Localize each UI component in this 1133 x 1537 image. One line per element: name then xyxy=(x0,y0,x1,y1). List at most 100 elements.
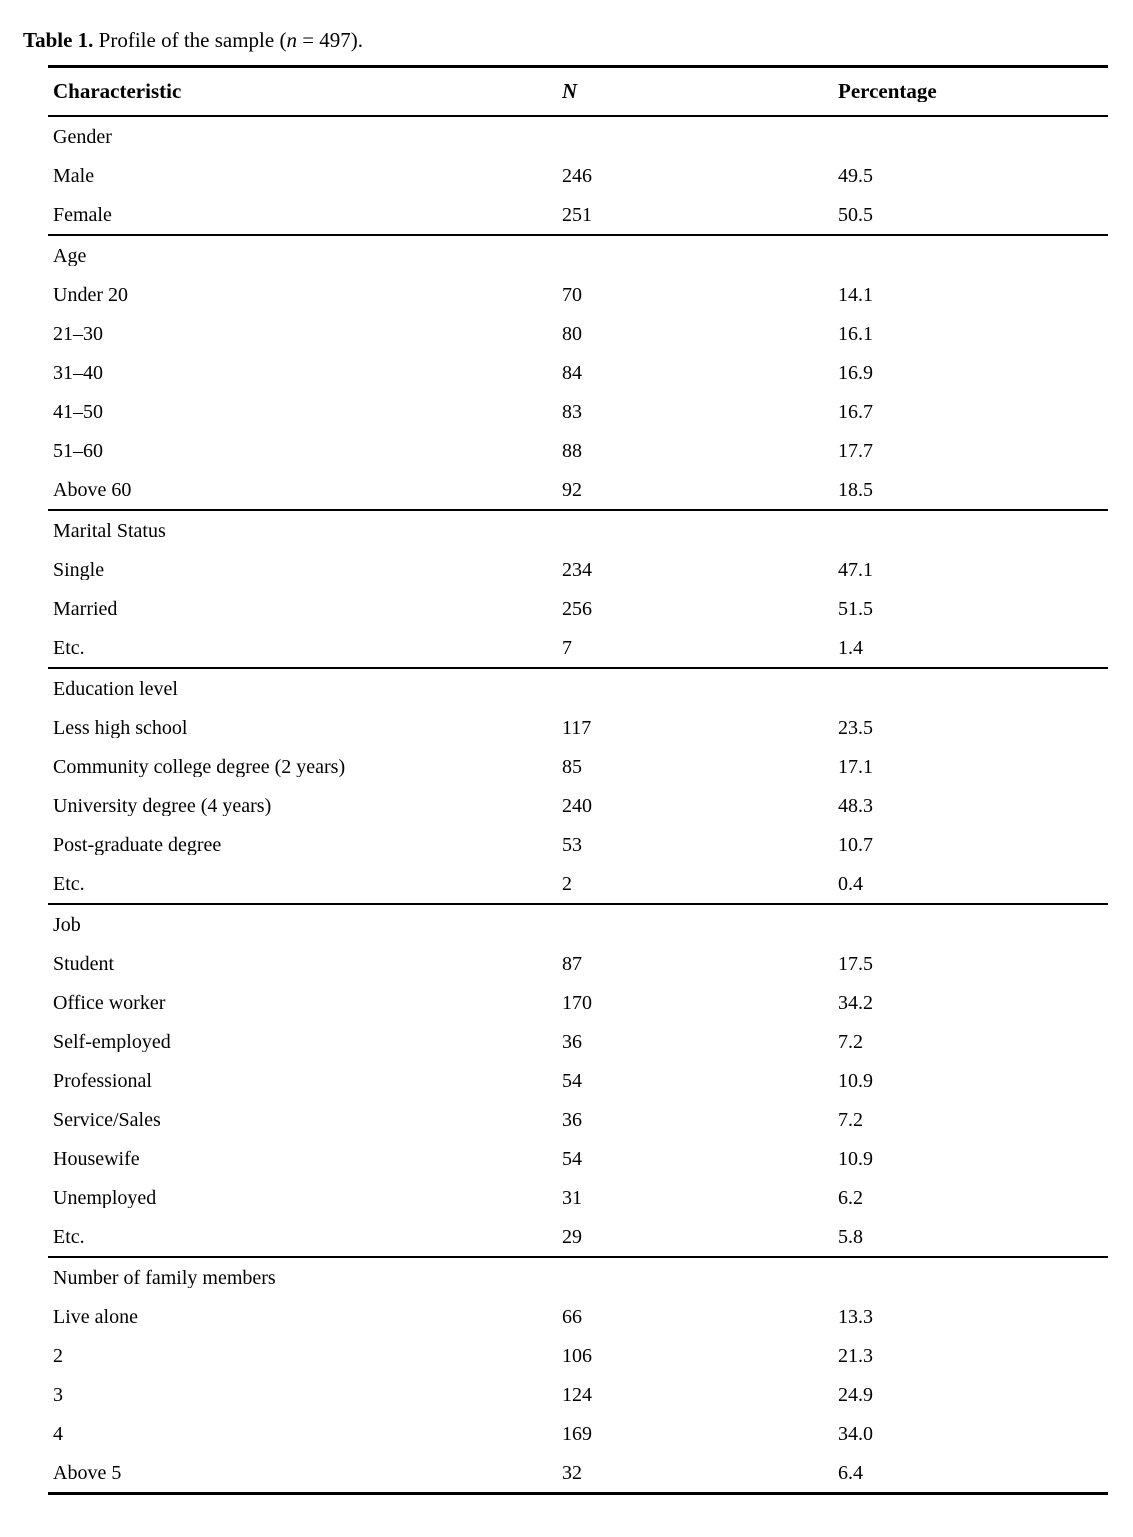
cell-characteristic: Under 20 xyxy=(53,284,128,305)
cell-percentage: 23.5 xyxy=(838,717,873,738)
cell-percentage: 10.9 xyxy=(838,1070,873,1091)
cell-percentage: 34.2 xyxy=(838,992,873,1013)
section-header-row: Age xyxy=(48,236,1108,275)
section-header-row: Job xyxy=(48,905,1108,944)
cell-n: 246 xyxy=(562,165,592,186)
cell-percentage: 17.1 xyxy=(838,756,873,777)
cell-characteristic: Office worker xyxy=(53,992,166,1013)
table-row: Above 5 32 6.4 xyxy=(48,1453,1108,1492)
cell-n: 92 xyxy=(562,479,582,500)
table-row: 21–30 80 16.1 xyxy=(48,314,1108,353)
cell-characteristic: Male xyxy=(53,165,95,186)
table-row: Etc. 7 1.4 xyxy=(48,628,1108,667)
table-row: Married 256 51.5 xyxy=(48,589,1108,628)
sample-profile-table: Characteristic N Percentage Gender Male 24… xyxy=(48,65,1108,1495)
table-row: Female 251 50.5 xyxy=(48,195,1108,234)
section-header-label: Gender xyxy=(53,126,112,147)
table-caption: Table 1. Profile of the sample (n = 497)… xyxy=(23,27,363,54)
section-header-row: Number of family members xyxy=(48,1258,1108,1297)
cell-n: 66 xyxy=(562,1306,582,1327)
cell-percentage: 34.0 xyxy=(838,1423,873,1444)
cell-n: 256 xyxy=(562,598,592,619)
cell-n: 54 xyxy=(562,1070,582,1091)
cell-percentage: 50.5 xyxy=(838,204,873,225)
cell-percentage: 1.4 xyxy=(838,637,863,658)
cell-characteristic: 51–60 xyxy=(53,440,103,461)
table-row: Office worker 170 34.2 xyxy=(48,983,1108,1022)
cell-characteristic: Above 60 xyxy=(53,479,132,500)
cell-n: 85 xyxy=(562,756,582,777)
section-header-label: Marital Status xyxy=(53,520,166,541)
table-section: Education level Less high school 117 23.5 Co… xyxy=(48,669,1108,905)
cell-n: 251 xyxy=(562,204,592,225)
cell-n: 106 xyxy=(562,1345,592,1366)
cell-n: 32 xyxy=(562,1462,582,1483)
table-row: Unemployed 31 6.2 xyxy=(48,1178,1108,1217)
cell-characteristic: 41–50 xyxy=(53,401,103,422)
table-section: Number of family members Live alone 66 13.3… xyxy=(48,1258,1108,1492)
table-row: Live alone 66 13.3 xyxy=(48,1297,1108,1336)
cell-n: 83 xyxy=(562,401,582,422)
cell-percentage: 16.9 xyxy=(838,362,873,383)
cell-characteristic: Post-graduate degree xyxy=(53,834,222,855)
cell-percentage: 6.2 xyxy=(838,1187,863,1208)
cell-characteristic: 4 xyxy=(53,1423,63,1444)
table-row: 51–60 88 17.7 xyxy=(48,431,1108,470)
table-row: Community college degree (2 years) 85 17.1 xyxy=(48,747,1108,786)
cell-percentage: 17.7 xyxy=(838,440,873,461)
cell-characteristic: 3 xyxy=(53,1384,63,1405)
cell-percentage: 14.1 xyxy=(838,284,873,305)
cell-n: 87 xyxy=(562,953,582,974)
cell-percentage: 18.5 xyxy=(838,479,873,500)
table-section: Age Under 20 70 14.1 21–30 80 16.1 31–40 84 16.9 4… xyxy=(48,236,1108,511)
table-caption-text-after-n: = 497). xyxy=(296,28,364,52)
table-row: 41–50 83 16.7 xyxy=(48,392,1108,431)
section-header-label: Job xyxy=(53,914,81,935)
cell-percentage: 16.7 xyxy=(838,401,873,422)
cell-n: 117 xyxy=(562,717,592,738)
section-header-row: Education level xyxy=(48,669,1108,708)
cell-n: 170 xyxy=(562,992,592,1013)
section-header-row: Marital Status xyxy=(48,511,1108,550)
table-row: Housewife 54 10.9 xyxy=(48,1139,1108,1178)
cell-characteristic: Community college degree (2 years) xyxy=(53,756,346,777)
cell-n: 29 xyxy=(562,1226,582,1247)
cell-n: 84 xyxy=(562,362,582,383)
table-row: 31–40 84 16.9 xyxy=(48,353,1108,392)
cell-characteristic: Self-employed xyxy=(53,1031,171,1052)
cell-characteristic: Etc. xyxy=(53,873,85,894)
cell-percentage: 7.2 xyxy=(838,1031,863,1052)
cell-percentage: 51.5 xyxy=(838,598,873,619)
cell-n: 54 xyxy=(562,1148,582,1169)
table-row: 2 106 21.3 xyxy=(48,1336,1108,1375)
cell-percentage: 47.1 xyxy=(838,559,873,580)
column-header-percentage: Percentage xyxy=(838,81,937,102)
table-row: Professional 54 10.9 xyxy=(48,1061,1108,1100)
table-row: Less high school 117 23.5 xyxy=(48,708,1108,747)
table-row: Self-employed 36 7.2 xyxy=(48,1022,1108,1061)
section-header-label: Age xyxy=(53,245,87,266)
cell-percentage: 5.8 xyxy=(838,1226,863,1247)
cell-percentage: 10.7 xyxy=(838,834,873,855)
table-row: Under 20 70 14.1 xyxy=(48,275,1108,314)
cell-characteristic: 31–40 xyxy=(53,362,103,383)
column-header-n: N xyxy=(562,81,578,102)
table-caption-text-before-n: Profile of the sample ( xyxy=(93,28,287,52)
cell-percentage: 17.5 xyxy=(838,953,873,974)
cell-characteristic: Housewife xyxy=(53,1148,140,1169)
cell-percentage: 24.9 xyxy=(838,1384,873,1405)
table-header-row: Characteristic N Percentage xyxy=(48,68,1108,117)
cell-characteristic: Single xyxy=(53,559,105,580)
column-header-characteristic: Characteristic xyxy=(53,81,182,102)
table-section: Marital Status Single 234 47.1 Married 256 51.… xyxy=(48,511,1108,669)
cell-n: 70 xyxy=(562,284,582,305)
cell-characteristic: Unemployed xyxy=(53,1187,157,1208)
table-row: Above 60 92 18.5 xyxy=(48,470,1108,509)
cell-characteristic: University degree (4 years) xyxy=(53,795,272,816)
cell-characteristic: Etc. xyxy=(53,1226,85,1247)
cell-n: 53 xyxy=(562,834,582,855)
table-section: Job Student 87 17.5 Office worker 170 34.2 Self… xyxy=(48,905,1108,1258)
cell-characteristic: Female xyxy=(53,204,112,225)
cell-percentage: 16.1 xyxy=(838,323,873,344)
cell-characteristic: Less high school xyxy=(53,717,188,738)
